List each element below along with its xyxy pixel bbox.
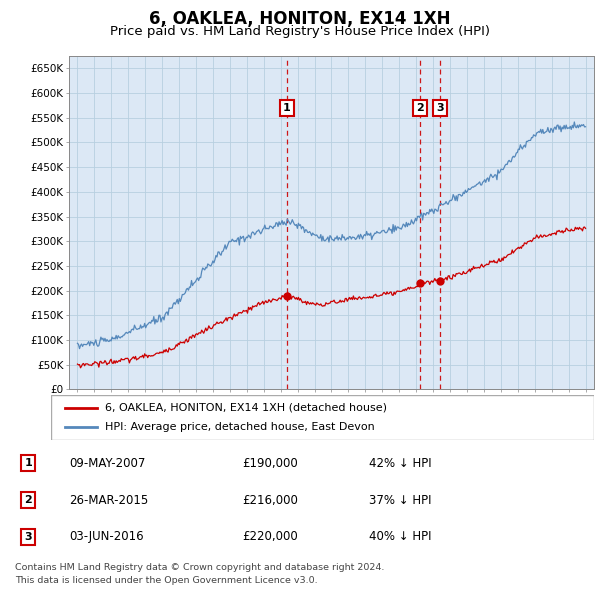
Text: 6, OAKLEA, HONITON, EX14 1XH: 6, OAKLEA, HONITON, EX14 1XH (149, 10, 451, 28)
Text: 2: 2 (416, 103, 424, 113)
Text: Contains HM Land Registry data © Crown copyright and database right 2024.: Contains HM Land Registry data © Crown c… (15, 563, 385, 572)
Text: 03-JUN-2016: 03-JUN-2016 (70, 530, 144, 543)
Text: 6, OAKLEA, HONITON, EX14 1XH (detached house): 6, OAKLEA, HONITON, EX14 1XH (detached h… (106, 403, 388, 412)
Text: 37% ↓ HPI: 37% ↓ HPI (369, 493, 431, 507)
Text: 26-MAR-2015: 26-MAR-2015 (70, 493, 149, 507)
Text: HPI: Average price, detached house, East Devon: HPI: Average price, detached house, East… (106, 422, 375, 432)
Text: 2: 2 (24, 495, 32, 505)
Text: 42% ↓ HPI: 42% ↓ HPI (369, 457, 432, 470)
Text: £220,000: £220,000 (242, 530, 298, 543)
Text: 40% ↓ HPI: 40% ↓ HPI (369, 530, 431, 543)
Text: Price paid vs. HM Land Registry's House Price Index (HPI): Price paid vs. HM Land Registry's House … (110, 25, 490, 38)
Text: This data is licensed under the Open Government Licence v3.0.: This data is licensed under the Open Gov… (15, 576, 317, 585)
Text: 09-MAY-2007: 09-MAY-2007 (70, 457, 146, 470)
Text: 1: 1 (283, 103, 290, 113)
Text: 3: 3 (436, 103, 444, 113)
Text: £216,000: £216,000 (242, 493, 298, 507)
Text: 3: 3 (25, 532, 32, 542)
Text: £190,000: £190,000 (242, 457, 298, 470)
Text: 1: 1 (24, 458, 32, 468)
